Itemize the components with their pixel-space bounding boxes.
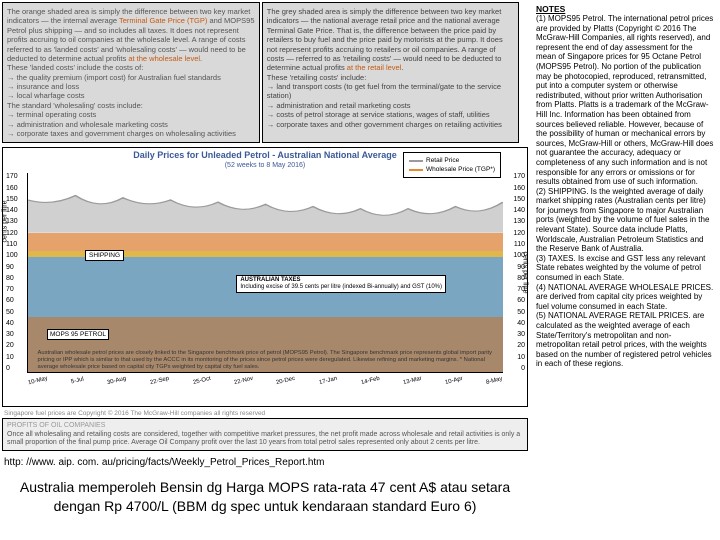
legend-swatch — [409, 160, 423, 162]
note-3: (3) TAXES. Is excise and GST less any re… — [536, 254, 705, 282]
legend-label: Wholesale Price (TGP*) — [426, 165, 495, 174]
wholesale-explainer-box: The orange shaded area is simply the dif… — [2, 2, 260, 143]
level-highlight: at the wholesale level — [128, 54, 200, 63]
chart-body: 1701601501401301201101009080706050403020… — [27, 173, 503, 373]
note-4: (4) NATIONAL AVERAGE WHOLESALE PRICES. a… — [536, 283, 713, 311]
notes-title: NOTES — [536, 4, 714, 14]
profits-body: Once all wholesaling and retailing costs… — [7, 431, 523, 448]
retail-explainer-box: The grey shaded area is simply the diffe… — [262, 2, 520, 143]
page-layout: The orange shaded area is simply the dif… — [0, 0, 720, 540]
taxes-label-sub: Including excise of 39.5 cents per litre… — [240, 284, 442, 290]
left-column: The orange shaded area is simply the dif… — [0, 0, 530, 540]
mops-label: MOPS 95 PETROL — [47, 329, 109, 340]
price-chart: Daily Prices for Unleaded Petrol - Austr… — [2, 147, 528, 407]
profits-title: PROFITS OF OIL COMPANIES — [7, 422, 523, 430]
box-text: These 'retailing costs' include: — [267, 73, 367, 82]
box-text: The standard 'wholesaling' costs include… — [7, 101, 143, 110]
taxes-label: AUSTRALIAN TAXES Including excise of 39.… — [236, 275, 446, 292]
top-explainer-boxes: The orange shaded area is simply the dif… — [0, 0, 530, 145]
profits-box: PROFITS OF OIL COMPANIES Once all wholes… — [2, 418, 528, 451]
legend-retail: Retail Price — [409, 156, 495, 165]
plot-area: SHIPPING AUSTRALIAN TAXES Including exci… — [28, 173, 503, 372]
legend-swatch — [409, 169, 423, 171]
main-caption: Australia memperoleh Bensin dg Harga MOP… — [0, 474, 530, 518]
note-5: (5) NATIONAL AVERAGE RETAIL PRICES. are … — [536, 311, 712, 368]
notes-column: NOTES (1) MOPS95 Petrol. The internation… — [530, 0, 720, 540]
chart-legend: Retail Price Wholesale Price (TGP*) — [403, 152, 501, 178]
y-axis-ticks-left: 1701601501401301201101009080706050403020… — [6, 173, 18, 372]
wholesale-band — [28, 233, 503, 251]
legend-label: Retail Price — [426, 156, 459, 165]
x-axis-ticks: 10-May5-Jul30-Aug22-Sep25-Oct22-Nov20-De… — [28, 378, 503, 384]
bullets: → land transport costs (to get fuel from… — [267, 82, 502, 129]
copyright-line: Singapore fuel prices are Copyright © 20… — [0, 409, 530, 418]
note-1: (1) MOPS95 Petrol. The international pet… — [536, 14, 713, 186]
shipping-label: SHIPPING — [85, 250, 124, 261]
box-text: These 'landed costs' include the costs o… — [7, 63, 143, 72]
taxes-label-title: AUSTRALIAN TAXES — [240, 277, 300, 283]
tgp-highlight: Terminal Gate Price (TGP) — [119, 16, 207, 25]
level-highlight: at the retail level — [347, 63, 402, 72]
y-axis-ticks-right: 1701601501401301201101009080706050403020… — [513, 173, 525, 372]
notes-body: (1) MOPS95 Petrol. The international pet… — [536, 14, 714, 369]
source-url: http: //www. aip. com. au/pricing/facts/… — [0, 451, 530, 474]
bullets: → the quality premium (import cost) for … — [7, 73, 221, 101]
bullets: → terminal operating costs → administrat… — [7, 110, 236, 138]
wholesale-price-description: Australian wholesale petrol prices are c… — [38, 350, 494, 370]
legend-wholesale: Wholesale Price (TGP*) — [409, 165, 495, 174]
retail-line-area — [28, 189, 503, 233]
note-2: (2) SHIPPING. Is the weighted average of… — [536, 187, 709, 254]
